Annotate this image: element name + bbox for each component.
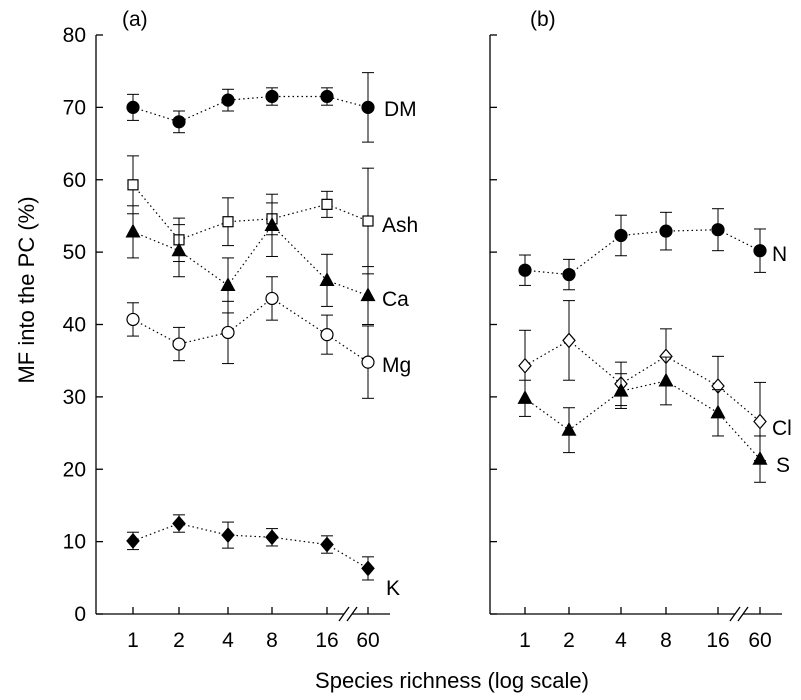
- y-tick-label: 70: [63, 96, 86, 119]
- data-point: [659, 224, 673, 238]
- series-label-cl: Cl: [772, 417, 792, 440]
- x-axis-title: Species richness (log scale): [315, 668, 589, 693]
- y-tick-label: 20: [63, 458, 86, 481]
- series-ca: Ca: [125, 193, 409, 325]
- data-point: [361, 560, 375, 577]
- data-point: [265, 529, 279, 546]
- panel-b: 1 2 4 8 16 60 N Cl S: [489, 34, 792, 652]
- series-label-k: K: [386, 577, 400, 600]
- x-tick-label: 1: [519, 629, 531, 652]
- series-mg: Mg: [126, 276, 411, 399]
- data-point: [172, 515, 186, 532]
- data-point: [172, 337, 186, 351]
- series-cl: Cl: [518, 300, 792, 462]
- series-n: N: [518, 208, 787, 291]
- x-tick-label: 4: [615, 629, 627, 652]
- panel-a-label: (a): [122, 8, 148, 31]
- y-tick-label: 30: [63, 386, 86, 409]
- series-line: [132, 184, 369, 241]
- data-point: [361, 100, 375, 114]
- y-tick-label: 10: [63, 531, 86, 554]
- series-line: [132, 297, 369, 363]
- axis-break-mark: [737, 606, 749, 622]
- data-point: [320, 536, 334, 553]
- y-tick-label: 40: [63, 314, 86, 337]
- data-point: [172, 115, 186, 129]
- series-line: [524, 380, 761, 460]
- x-tick-label: 1: [127, 629, 139, 652]
- data-point: [562, 332, 576, 349]
- data-point: [517, 390, 533, 404]
- series-label-s: S: [776, 454, 790, 477]
- series-k: K: [126, 514, 400, 600]
- axis-break-mark: [346, 606, 358, 622]
- series-s: S: [517, 356, 790, 483]
- x-tick-label: 16: [706, 629, 729, 652]
- series-label-dm: DM: [384, 98, 417, 121]
- data-point: [221, 325, 235, 340]
- data-point: [562, 267, 576, 282]
- series-label-mg: Mg: [382, 354, 411, 377]
- axis-break-mark: [729, 606, 741, 622]
- y-tick-label: 50: [63, 241, 86, 264]
- series-line: [132, 224, 369, 297]
- panel-b-label: (b): [530, 8, 556, 31]
- data-point: [752, 450, 768, 465]
- data-point: [362, 215, 374, 227]
- x-tick-label: 60: [748, 629, 771, 652]
- data-point: [614, 228, 628, 243]
- y-tick-label: 60: [63, 169, 86, 192]
- series-line: [132, 95, 369, 123]
- x-tick-label: 60: [356, 629, 379, 652]
- y-tick-label: 80: [63, 24, 86, 47]
- data-point: [264, 217, 280, 231]
- data-point: [753, 244, 767, 258]
- data-point: [518, 263, 532, 277]
- x-tick-label: 8: [660, 629, 672, 652]
- data-point: [561, 421, 577, 436]
- data-point: [221, 93, 235, 107]
- x-tick-label: 4: [222, 629, 234, 652]
- x-tick-label: 16: [315, 629, 338, 652]
- data-point: [221, 527, 235, 544]
- series-line: [132, 522, 369, 569]
- data-point: [711, 223, 725, 237]
- data-point: [171, 242, 187, 257]
- data-point: [126, 100, 140, 114]
- x-tick-label: 2: [173, 629, 185, 652]
- data-point: [320, 89, 334, 104]
- series-line: [524, 339, 761, 422]
- x-tick-label: 2: [563, 629, 575, 652]
- x-tick-label: 8: [266, 629, 278, 652]
- data-point: [613, 382, 629, 397]
- data-point: [360, 287, 376, 302]
- data-point: [753, 413, 767, 430]
- data-point: [658, 372, 674, 387]
- series-line: [524, 229, 761, 276]
- data-point: [222, 216, 234, 228]
- series-dm: DM: [126, 72, 417, 143]
- axis-break-mark: [338, 606, 350, 622]
- data-point: [126, 532, 140, 549]
- data-point: [321, 198, 333, 210]
- y-tick-label: 0: [74, 603, 86, 626]
- series-label-n: N: [772, 243, 787, 266]
- data-point: [220, 277, 236, 292]
- series-label-ca: Ca: [382, 288, 409, 311]
- data-point: [125, 223, 141, 238]
- y-axis-title: MF into the PC (%): [14, 196, 39, 383]
- data-point: [127, 179, 139, 191]
- series-label-ash: Ash: [382, 214, 418, 237]
- data-point: [518, 357, 532, 374]
- panel-a: 0 10 20 30 40 50 60 70 80 1 2 4 8 16 60 DM Ash Ca Mg K: [63, 24, 419, 652]
- data-point: [361, 355, 375, 369]
- data-point: [265, 89, 279, 104]
- data-point: [320, 328, 334, 342]
- data-point: [319, 272, 335, 286]
- data-point: [710, 404, 726, 419]
- data-point: [126, 312, 140, 327]
- data-point: [265, 291, 279, 306]
